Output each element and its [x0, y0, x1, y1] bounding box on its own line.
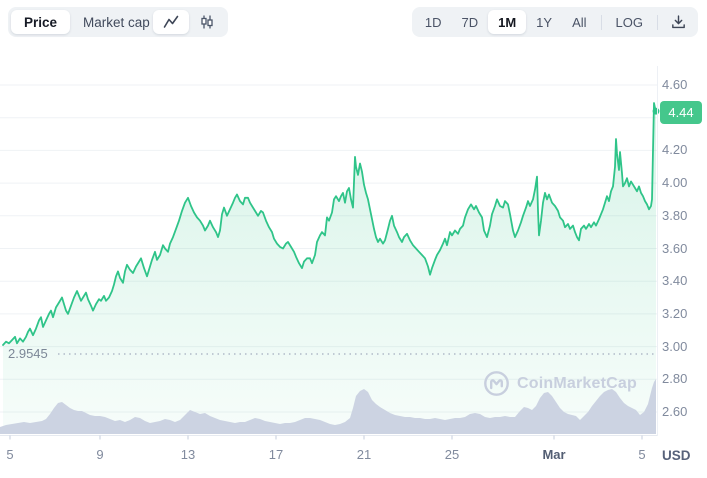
- y-axis-tick-label: 4.20: [662, 142, 688, 158]
- x-tick-marks: [9, 435, 643, 440]
- range-toolbar: 1D 7D 1M 1Y All LOG: [411, 7, 698, 37]
- chart-type-line-button[interactable]: [153, 10, 189, 34]
- range-button-1d[interactable]: 1D: [424, 14, 442, 30]
- y-axis-tick-label: 3.00: [662, 338, 688, 354]
- usd-unit-label: USD: [662, 448, 691, 463]
- price-line: [2, 102, 657, 346]
- toolbar-separator: [600, 14, 602, 30]
- x-axis-tick-label: 25: [444, 447, 460, 462]
- y-axis-tick-label: 3.20: [662, 305, 688, 321]
- metric-toggle: Price Market cap: [8, 7, 166, 37]
- chart-type-candlestick-button[interactable]: [189, 10, 225, 34]
- y-axis-tick-label: 2.60: [662, 404, 688, 419]
- price-area-fill: [3, 103, 656, 434]
- x-axis-tick-label: 9: [96, 447, 104, 462]
- range-button-all[interactable]: All: [572, 14, 587, 30]
- y-axis-tick-label: 4.60: [662, 77, 688, 92]
- x-axis-tick-label: 21: [356, 447, 372, 462]
- volume-area: [0, 379, 656, 434]
- current-price-badge: 4.44: [660, 101, 702, 124]
- x-axis-tick-label: 17: [268, 447, 284, 462]
- toolbar-separator: [657, 14, 658, 30]
- x-axis-tick-label: 5: [638, 447, 646, 462]
- download-button[interactable]: [662, 10, 695, 34]
- period-low-label: 2.9545: [8, 346, 48, 361]
- chart-type-toggle: [150, 7, 228, 37]
- metric-option-market-cap[interactable]: Market cap: [83, 14, 150, 30]
- range-button-1m[interactable]: 1M: [488, 10, 527, 34]
- candlestick-icon: [199, 14, 215, 30]
- y-axis-tick-label: 3.80: [662, 207, 688, 223]
- current-price-marker: [652, 107, 660, 115]
- x-axis-tick-label: 5: [6, 447, 14, 462]
- range-button-1y[interactable]: 1Y: [536, 14, 553, 30]
- x-axis-tick-label: Mar: [542, 447, 566, 462]
- range-button-7d[interactable]: 7D: [461, 14, 479, 30]
- line-chart-icon: [163, 14, 179, 30]
- download-icon: [670, 14, 687, 31]
- metric-option-price[interactable]: Price: [11, 10, 71, 34]
- y-axis-tick-label: 3.40: [662, 273, 688, 289]
- y-axis-tick-label: 3.60: [662, 240, 688, 256]
- y-axis-tick-label: 4.00: [662, 175, 688, 191]
- y-axis-tick-label: 2.80: [662, 371, 688, 387]
- x-axis-tick-label: 13: [180, 447, 196, 462]
- log-scale-button[interactable]: LOG: [615, 14, 643, 30]
